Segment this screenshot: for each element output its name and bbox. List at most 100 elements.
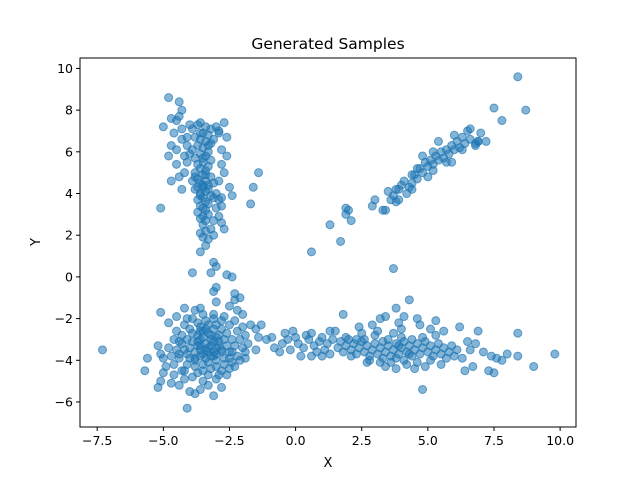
data-point bbox=[97, 345, 107, 355]
data-point bbox=[317, 332, 327, 342]
data-point bbox=[177, 124, 187, 134]
data-point bbox=[195, 341, 205, 351]
data-point bbox=[203, 141, 213, 151]
data-point bbox=[153, 341, 163, 351]
data-point bbox=[513, 351, 523, 361]
data-point bbox=[428, 166, 438, 176]
data-point bbox=[209, 391, 219, 401]
data-point bbox=[470, 339, 480, 349]
data-point bbox=[328, 334, 338, 344]
data-point bbox=[156, 203, 166, 213]
data-point bbox=[428, 147, 438, 157]
y-tick-label: 6 bbox=[65, 144, 73, 159]
data-point bbox=[217, 201, 227, 211]
data-point bbox=[174, 380, 184, 390]
y-axis-label: Y bbox=[29, 238, 44, 247]
data-point bbox=[179, 374, 189, 384]
data-point bbox=[217, 382, 227, 392]
chart-title: Generated Samples bbox=[251, 35, 404, 53]
data-point bbox=[460, 366, 470, 376]
data-point bbox=[140, 366, 150, 376]
data-point bbox=[238, 322, 248, 332]
y-tick-label: 10 bbox=[57, 61, 73, 76]
data-point bbox=[174, 97, 184, 107]
data-point bbox=[256, 320, 266, 330]
data-point bbox=[166, 378, 176, 388]
data-point bbox=[182, 403, 192, 413]
data-point bbox=[325, 220, 335, 230]
data-point bbox=[217, 193, 227, 203]
data-point bbox=[169, 370, 179, 380]
data-point bbox=[219, 118, 229, 128]
data-point bbox=[164, 151, 174, 161]
data-point bbox=[391, 184, 401, 194]
x-tick-label: −7.5 bbox=[82, 433, 112, 448]
data-point bbox=[497, 355, 507, 365]
data-point bbox=[399, 312, 409, 322]
y-tick-label: 8 bbox=[65, 103, 73, 118]
data-point bbox=[288, 326, 298, 336]
y-tick-label: 0 bbox=[65, 269, 73, 284]
data-point bbox=[529, 362, 539, 372]
data-point bbox=[415, 320, 425, 330]
data-point bbox=[142, 353, 152, 363]
data-point bbox=[338, 309, 348, 319]
data-point bbox=[521, 105, 531, 115]
data-point bbox=[243, 339, 253, 349]
data-point bbox=[410, 364, 420, 374]
data-point bbox=[187, 372, 197, 382]
data-point bbox=[388, 328, 398, 338]
data-point bbox=[426, 355, 436, 365]
data-point bbox=[203, 380, 213, 390]
data-point bbox=[383, 334, 393, 344]
data-point bbox=[230, 316, 240, 326]
data-point bbox=[203, 184, 213, 194]
data-point bbox=[476, 128, 486, 138]
data-point bbox=[325, 349, 335, 359]
data-point bbox=[201, 241, 211, 251]
data-point bbox=[193, 182, 203, 192]
data-point bbox=[468, 362, 478, 372]
data-point bbox=[336, 236, 346, 246]
data-point bbox=[164, 93, 174, 103]
data-point bbox=[457, 353, 467, 363]
data-point bbox=[179, 303, 189, 313]
data-point bbox=[158, 353, 168, 363]
data-point bbox=[402, 359, 412, 369]
data-point bbox=[386, 195, 396, 205]
data-point bbox=[296, 351, 306, 361]
data-point bbox=[381, 362, 391, 372]
data-point bbox=[351, 334, 361, 344]
data-point bbox=[153, 382, 163, 392]
data-point bbox=[217, 145, 227, 155]
data-point bbox=[391, 303, 401, 313]
data-point bbox=[172, 145, 182, 155]
data-point bbox=[219, 168, 229, 178]
data-point bbox=[227, 191, 237, 201]
data-point bbox=[404, 295, 414, 305]
data-point bbox=[478, 347, 488, 357]
data-point bbox=[463, 337, 473, 347]
data-point bbox=[190, 389, 200, 399]
data-point bbox=[441, 157, 451, 167]
data-point bbox=[187, 268, 197, 278]
data-point bbox=[391, 364, 401, 374]
x-tick-label: −2.5 bbox=[214, 433, 244, 448]
data-point bbox=[166, 351, 176, 361]
data-point bbox=[513, 72, 523, 82]
data-point bbox=[362, 357, 372, 367]
data-point bbox=[457, 145, 467, 155]
data-point bbox=[201, 170, 211, 180]
data-point bbox=[375, 314, 385, 324]
data-point bbox=[367, 320, 377, 330]
data-point bbox=[209, 309, 219, 319]
data-point bbox=[465, 124, 475, 134]
data-point bbox=[222, 151, 232, 161]
data-point bbox=[378, 205, 388, 215]
plot-frame bbox=[79, 57, 577, 428]
data-point bbox=[436, 359, 446, 369]
y-tick-label: −4 bbox=[55, 353, 73, 368]
data-point bbox=[179, 151, 189, 161]
data-point bbox=[177, 366, 187, 376]
data-point bbox=[230, 295, 240, 305]
